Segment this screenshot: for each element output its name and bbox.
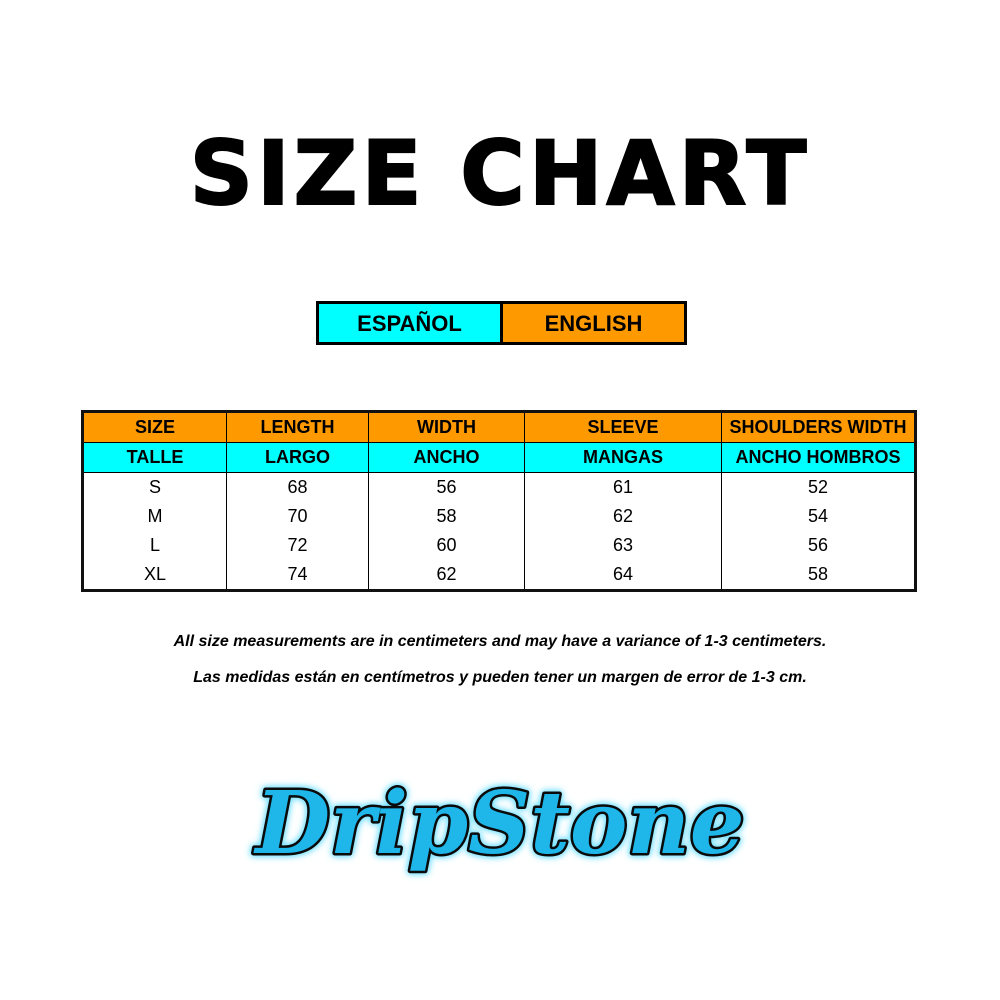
header-cell: LENGTH [226, 411, 369, 443]
table-cell: 61 [524, 472, 722, 502]
table-cell: 54 [721, 502, 916, 531]
size-table: SIZE LENGTH WIDTH SLEEVE SHOULDERS WIDTH… [81, 410, 917, 592]
table-cell: 62 [524, 502, 722, 531]
header-cell: MANGAS [524, 442, 722, 473]
table-cell: 74 [226, 560, 369, 591]
header-cell: SHOULDERS WIDTH [721, 411, 916, 443]
logo-text: DripStone [252, 773, 744, 874]
table-cell: XL [82, 560, 227, 591]
header-row-english: SIZE LENGTH WIDTH SLEEVE SHOULDERS WIDTH [82, 411, 916, 443]
header-cell: WIDTH [368, 411, 525, 443]
language-legend: ESPAÑOL ENGLISH [316, 301, 687, 345]
table-cell: 56 [368, 472, 525, 502]
language-spanish-label: ESPAÑOL [319, 304, 503, 342]
table-cell: 60 [368, 531, 525, 560]
table-cell: 63 [524, 531, 722, 560]
page-title: SIZE CHART [189, 121, 811, 226]
table-cell: 72 [226, 531, 369, 560]
table-cell: L [82, 531, 227, 560]
note-spanish: Las medidas están en centímetros y puede… [193, 669, 807, 686]
table-cell: 70 [226, 502, 369, 531]
header-cell: SIZE [82, 411, 227, 443]
header-cell: ANCHO [368, 442, 525, 473]
table-row: S 68 56 61 52 [82, 472, 916, 502]
table-row: L 72 60 63 56 [82, 531, 916, 560]
table-cell: 68 [226, 472, 369, 502]
table-cell: 58 [721, 560, 916, 591]
header-cell: SLEEVE [524, 411, 722, 443]
table-row: XL 74 62 64 58 [82, 560, 916, 591]
header-row-spanish: TALLE LARGO ANCHO MANGAS ANCHO HOMBROS [82, 442, 916, 473]
note-english: All size measurements are in centimeters… [173, 633, 827, 650]
table-cell: 64 [524, 560, 722, 591]
header-cell: LARGO [226, 442, 369, 473]
table-cell: 62 [368, 560, 525, 591]
table-row: M 70 58 62 54 [82, 502, 916, 531]
table-cell: M [82, 502, 227, 531]
table-cell: 52 [721, 472, 916, 502]
table-cell: 56 [721, 531, 916, 560]
dripstone-logo: DripStone [250, 771, 747, 877]
table-cell: S [82, 472, 227, 502]
header-cell: ANCHO HOMBROS [721, 442, 916, 473]
header-cell: TALLE [82, 442, 227, 473]
table-cell: 58 [368, 502, 525, 531]
language-english-label: ENGLISH [503, 304, 684, 342]
